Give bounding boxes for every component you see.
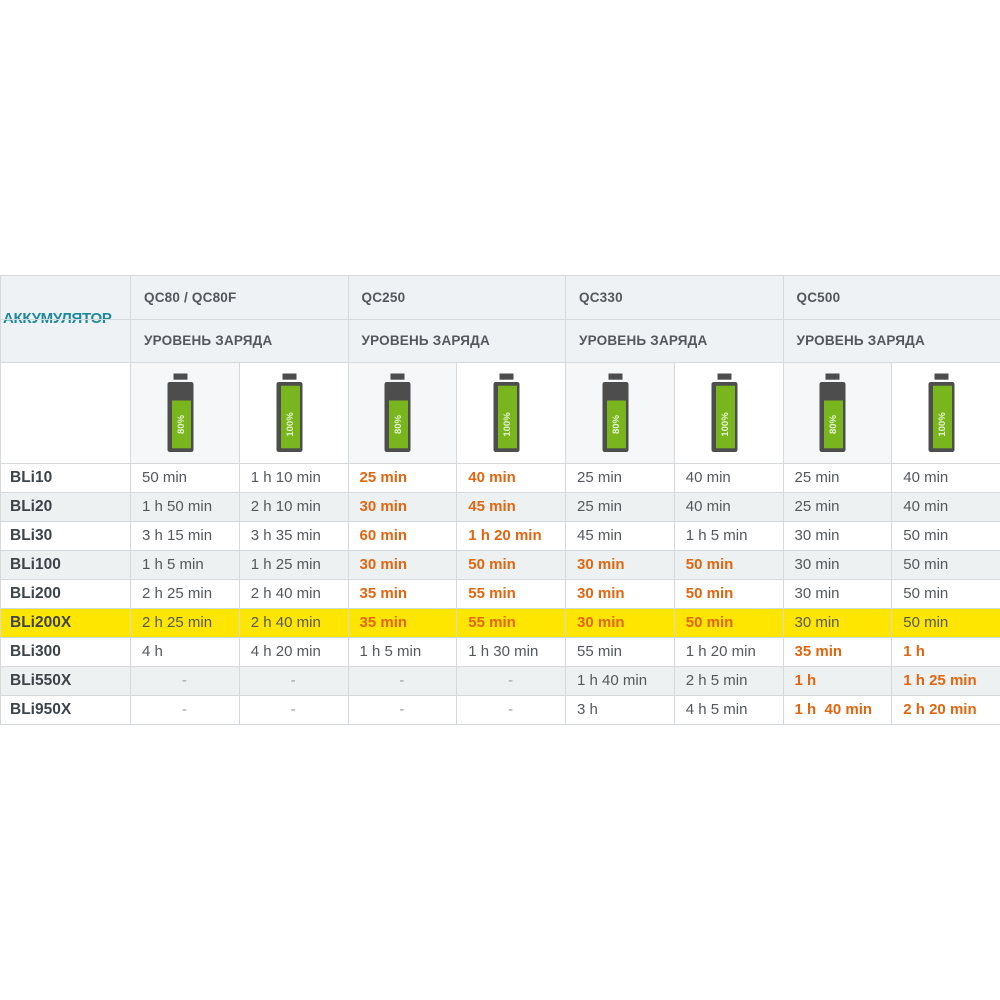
svg-text:80%: 80% xyxy=(828,414,839,434)
svg-text:100%: 100% xyxy=(937,411,948,436)
svg-text:100%: 100% xyxy=(502,411,513,436)
svg-text:80%: 80% xyxy=(393,414,404,434)
svg-text:80%: 80% xyxy=(176,414,187,434)
svg-text:100%: 100% xyxy=(720,411,731,436)
svg-text:80%: 80% xyxy=(611,414,622,434)
svg-text:100%: 100% xyxy=(285,411,296,436)
